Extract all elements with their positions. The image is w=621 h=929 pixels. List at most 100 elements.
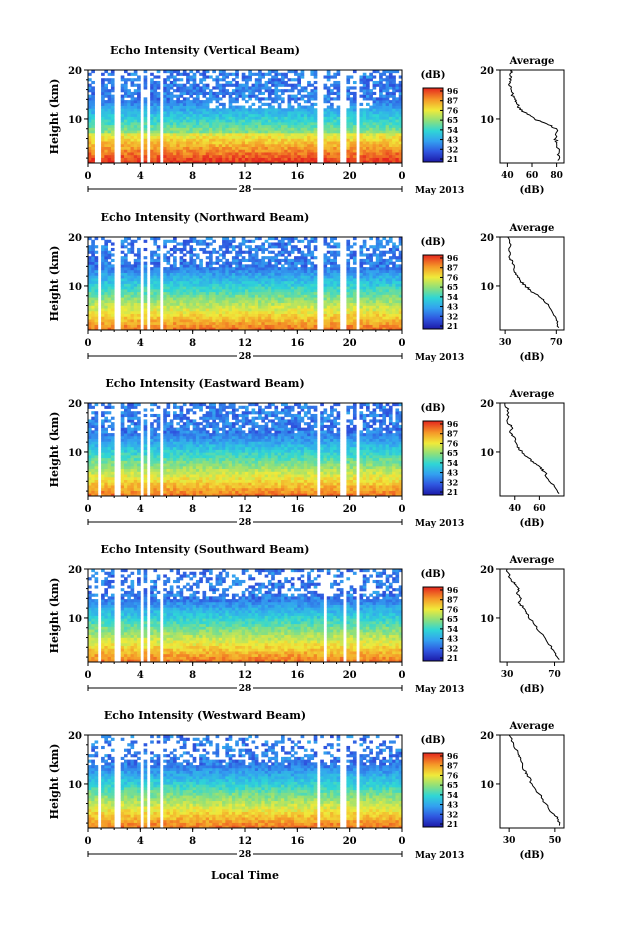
x-tick-label: 16 <box>290 836 304 847</box>
month-label: May 2013 <box>415 685 464 695</box>
y-tick-label: 10 <box>68 282 82 293</box>
month-label: May 2013 <box>415 519 464 529</box>
month-label: May 2013 <box>415 353 464 363</box>
profile-y-tick-label: 20 <box>480 66 494 77</box>
heatmap-cells <box>88 569 403 663</box>
colorbar-tick-label: 96 <box>447 419 459 429</box>
profile-line <box>505 568 560 660</box>
x-tick-label: 0 <box>399 504 406 515</box>
colorbar-tick-label: 96 <box>447 751 459 761</box>
profile-x-label: (dB) <box>520 352 545 363</box>
colorbar-tick-label: 54 <box>447 292 459 302</box>
profile-line <box>508 69 561 161</box>
x-tick-label: 4 <box>137 171 144 182</box>
profile-x-tick-label: 50 <box>549 836 562 846</box>
date-label: 28 <box>239 684 252 694</box>
profile-x-tick-label: 70 <box>550 338 563 348</box>
y-axis-label: Height (km) <box>48 79 61 155</box>
y-tick-label: 20 <box>68 565 82 576</box>
colorbar-tick-label: 96 <box>447 585 459 595</box>
y-axis-label: Height (km) <box>48 246 61 322</box>
x-tick-label: 16 <box>290 670 304 681</box>
colorbar-tick-label: 87 <box>447 263 458 273</box>
x-tick-label: 0 <box>85 504 92 515</box>
colorbar-tick-label: 54 <box>447 624 459 634</box>
date-label: 28 <box>239 352 252 362</box>
x-tick-label: 0 <box>85 338 92 349</box>
chart-title: Echo Intensity (Westward Beam) <box>104 709 306 722</box>
x-tick-label: 16 <box>290 504 304 515</box>
heatmap-cells <box>88 403 403 497</box>
profile-line <box>504 402 560 494</box>
chart-title: Echo Intensity (Southward Beam) <box>101 543 310 556</box>
colorbar-tick-label: 76 <box>447 604 459 614</box>
y-tick-label: 20 <box>68 399 82 410</box>
chart-title: Echo Intensity (Northward Beam) <box>101 211 310 224</box>
colorbar-tick-label: 76 <box>447 105 459 115</box>
y-tick-label: 10 <box>68 780 82 791</box>
x-tick-label: 0 <box>85 171 92 182</box>
colorbar-tick-label: 43 <box>447 634 459 644</box>
x-tick-label: 8 <box>189 338 196 349</box>
date-label: 28 <box>239 850 252 860</box>
colorbar <box>422 420 444 496</box>
profile-frame <box>499 402 565 497</box>
x-tick-label: 4 <box>137 836 144 847</box>
colorbar-unit: (dB) <box>421 70 446 81</box>
profile-x-tick-label: 40 <box>509 504 522 514</box>
colorbar-tick-label: 32 <box>447 809 458 819</box>
colorbar-tick-label: 32 <box>447 144 458 154</box>
y-axis-label: Height (km) <box>48 744 61 820</box>
x-tick-label: 8 <box>189 836 196 847</box>
colorbar-tick-label: 21 <box>447 653 458 663</box>
panel-3: Echo Intensity (Eastward Beam) 10 20 Height… <box>48 377 565 529</box>
colorbar-tick-label: 76 <box>447 272 459 282</box>
profile-y-tick-label: 20 <box>480 731 494 742</box>
profile-title: Average <box>509 721 555 732</box>
profile-y-tick-label: 10 <box>480 614 494 625</box>
x-tick-label: 4 <box>137 338 144 349</box>
profile-y-tick-label: 10 <box>480 780 494 791</box>
profile-frame <box>499 236 565 331</box>
colorbar <box>422 752 444 828</box>
colorbar-tick-label: 76 <box>447 438 459 448</box>
panel-1: Echo Intensity (Vertical Beam) 10 20 Height… <box>48 44 565 196</box>
profile-x-label: (dB) <box>520 684 545 695</box>
x-tick-label: 12 <box>238 670 252 681</box>
colorbar-tick-label: 87 <box>447 595 458 605</box>
colorbar-tick-label: 54 <box>447 790 459 800</box>
date-label: 28 <box>239 518 252 528</box>
y-tick-label: 20 <box>68 233 82 244</box>
x-tick-label: 8 <box>189 670 196 681</box>
colorbar-tick-label: 54 <box>447 458 459 468</box>
profile-title: Average <box>509 389 555 400</box>
profile-x-tick-label: 80 <box>550 171 563 181</box>
x-tick-label: 12 <box>238 836 252 847</box>
x-axis-label: Local Time <box>211 869 279 882</box>
y-tick-label: 10 <box>68 115 82 126</box>
profile-title: Average <box>509 555 555 566</box>
chart-title: Echo Intensity (Vertical Beam) <box>110 44 300 57</box>
x-tick-label: 16 <box>290 171 304 182</box>
colorbar-tick-label: 65 <box>447 448 458 458</box>
y-axis-label: Height (km) <box>48 412 61 488</box>
colorbar-tick-label: 21 <box>447 819 458 829</box>
colorbar-tick-label: 54 <box>447 125 459 135</box>
colorbar-tick-label: 32 <box>447 643 458 653</box>
profile-line <box>508 734 561 826</box>
panel-2: Echo Intensity (Northward Beam) 10 20 Heigh… <box>48 211 565 363</box>
x-tick-label: 12 <box>238 338 252 349</box>
colorbar <box>422 254 444 330</box>
date-label: 28 <box>239 185 252 195</box>
chart-title: Echo Intensity (Eastward Beam) <box>105 377 304 390</box>
colorbar <box>422 586 444 662</box>
colorbar-tick-label: 65 <box>447 780 458 790</box>
x-tick-label: 8 <box>189 171 196 182</box>
x-tick-label: 0 <box>85 836 92 847</box>
profile-x-tick-label: 60 <box>526 171 539 181</box>
x-tick-label: 20 <box>343 338 357 349</box>
colorbar-tick-label: 32 <box>447 477 458 487</box>
colorbar-tick-label: 65 <box>447 282 458 292</box>
profile-line <box>507 236 560 328</box>
